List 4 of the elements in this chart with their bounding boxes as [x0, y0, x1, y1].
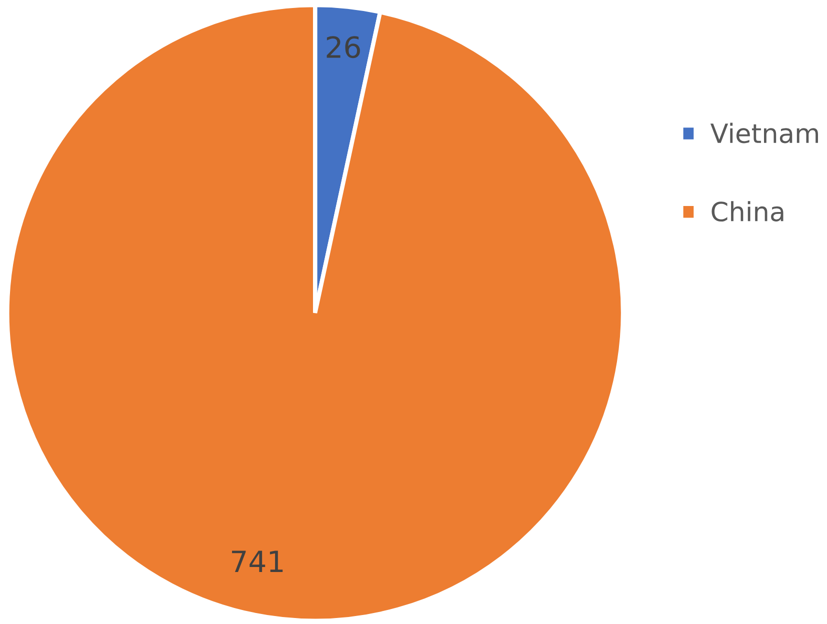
legend-label: Vietnam [710, 122, 818, 144]
legend-label: China [712, 201, 784, 222]
data-label: 741 [232, 550, 283, 572]
data-label: 26 [326, 36, 360, 58]
